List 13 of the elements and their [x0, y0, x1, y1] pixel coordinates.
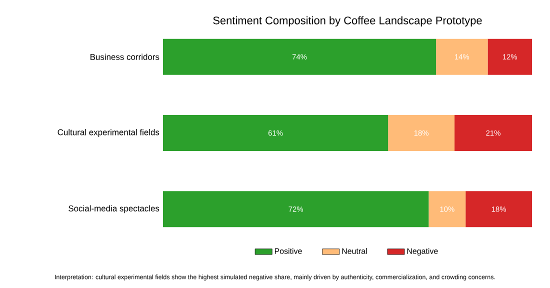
bar	[454, 115, 532, 151]
y-tick-label: Social-media spectacles	[68, 205, 160, 214]
bar	[466, 191, 532, 228]
bar	[388, 115, 455, 151]
bar	[163, 115, 388, 151]
bar	[163, 38, 436, 75]
bar	[428, 191, 466, 228]
bar	[488, 38, 532, 75]
bar	[163, 191, 429, 228]
y-tick-label: Cultural experimental fields	[58, 129, 160, 137]
bar	[436, 38, 488, 75]
chart-title: Sentiment Composition by Coffee Landscape Prototype	[213, 16, 482, 26]
y-tick-label: Business corridors	[90, 54, 160, 60]
